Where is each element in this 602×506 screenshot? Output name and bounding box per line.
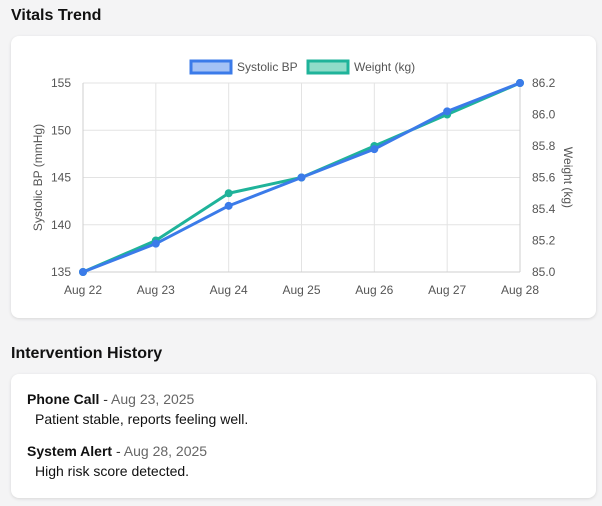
y-right-tick-label: 86.0	[532, 108, 556, 122]
data-point	[79, 268, 87, 276]
entry-note: High risk score detected.	[35, 463, 190, 479]
data-point	[297, 173, 306, 182]
legend-label: Systolic BP	[237, 60, 298, 74]
history-entry: System Alert - Aug 28, 2025 High risk sc…	[27, 443, 208, 479]
y-right-axis-title: Weight (kg)	[561, 147, 575, 208]
x-tick-label: Aug 25	[282, 283, 320, 297]
x-tick-label: Aug 27	[428, 283, 466, 297]
y-left-tick-label: 145	[51, 171, 71, 185]
y-right-tick-label: 86.2	[532, 76, 556, 90]
y-right-tick-label: 85.8	[532, 139, 556, 153]
x-tick-label: Aug 28	[501, 283, 539, 297]
vitals-trend-title: Vitals Trend	[11, 7, 102, 24]
data-point	[151, 239, 160, 248]
y-left-tick-label: 150	[51, 123, 71, 137]
vitals-chart-card: 135 140 145 150 155 Aug 22 Aug 23 Aug 24 Aug 25 A…	[11, 36, 596, 318]
y-left-tick-label: 155	[51, 76, 71, 90]
y-left-tick-label: 140	[51, 218, 71, 232]
x-tick-label: Aug 24	[210, 283, 248, 297]
data-point	[516, 79, 524, 87]
y-right-tick-label: 85.6	[532, 171, 556, 185]
y-left-axis-title: Systolic BP (mmHg)	[31, 124, 45, 231]
y-right-tick-label: 85.2	[532, 234, 556, 248]
y-right-tick-label: 85.4	[532, 202, 556, 216]
entry-type: Phone Call	[27, 391, 100, 407]
history-entry: Phone Call - Aug 23, 2025 Patient stable…	[27, 391, 248, 427]
vitals-chart: 135 140 145 150 155 Aug 22 Aug 23 Aug 24 Aug 25 A…	[31, 59, 575, 297]
entry-note: Patient stable, reports feeling well.	[35, 411, 249, 427]
legend-label: Weight (kg)	[354, 60, 415, 74]
data-point	[370, 145, 379, 154]
x-tick-label: Aug 23	[137, 283, 175, 297]
y-left-tick-label: 135	[51, 265, 71, 279]
y-right-tick-label: 85.0	[532, 265, 556, 279]
entry-separator: -	[115, 443, 121, 459]
intervention-history-title: Intervention History	[11, 345, 163, 362]
data-point	[224, 201, 233, 210]
entry-date: Aug 23, 2025	[111, 391, 195, 407]
x-tick-label: Aug 26	[355, 283, 393, 297]
entry-type: System Alert	[27, 443, 113, 459]
intervention-history-card: Phone Call - Aug 23, 2025 Patient stable…	[11, 374, 596, 498]
data-point	[224, 189, 233, 198]
data-point	[443, 107, 452, 116]
entry-separator: -	[103, 391, 108, 407]
legend-swatch	[306, 59, 350, 75]
entry-date: Aug 28, 2025	[123, 443, 208, 459]
legend-swatch	[189, 59, 233, 75]
x-tick-label: Aug 22	[64, 283, 102, 297]
